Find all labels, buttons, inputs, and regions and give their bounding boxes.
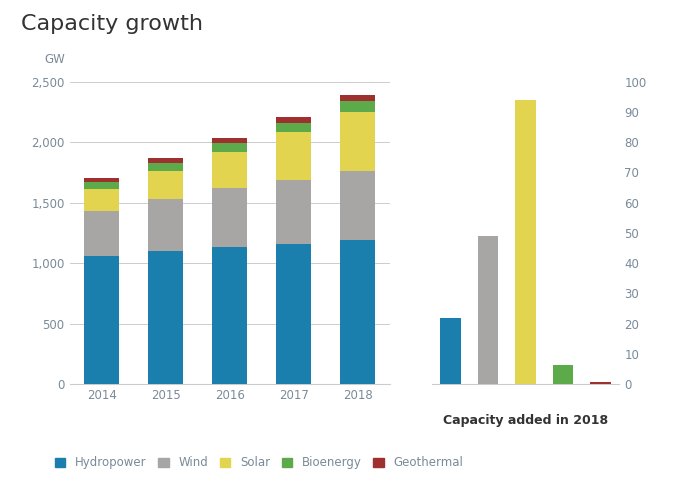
- Bar: [212, 188, 247, 247]
- Bar: [84, 256, 119, 384]
- Text: GW: GW: [44, 53, 65, 66]
- Bar: [276, 117, 311, 123]
- Bar: [212, 152, 247, 188]
- Bar: [553, 365, 574, 384]
- Bar: [148, 199, 183, 251]
- Bar: [276, 132, 311, 180]
- Bar: [212, 138, 247, 144]
- Bar: [276, 244, 311, 384]
- Legend: Hydropower, Wind, Solar, Bioenergy, Geothermal: Hydropower, Wind, Solar, Bioenergy, Geot…: [54, 456, 464, 469]
- Bar: [340, 112, 375, 171]
- Bar: [440, 318, 461, 384]
- Bar: [590, 383, 611, 384]
- Bar: [212, 247, 247, 384]
- Bar: [477, 236, 498, 384]
- Bar: [148, 158, 183, 163]
- Bar: [340, 95, 375, 101]
- Bar: [515, 100, 536, 384]
- Bar: [212, 144, 247, 152]
- Bar: [340, 171, 375, 240]
- Bar: [84, 211, 119, 256]
- Bar: [148, 163, 183, 171]
- Bar: [148, 251, 183, 384]
- Text: Capacity growth: Capacity growth: [21, 14, 203, 35]
- Bar: [276, 180, 311, 244]
- Bar: [148, 171, 183, 199]
- Bar: [84, 182, 119, 189]
- Bar: [340, 240, 375, 384]
- Bar: [340, 101, 375, 112]
- Text: Capacity added in 2018: Capacity added in 2018: [443, 414, 608, 427]
- Bar: [276, 123, 311, 132]
- Bar: [84, 179, 119, 182]
- Bar: [84, 189, 119, 211]
